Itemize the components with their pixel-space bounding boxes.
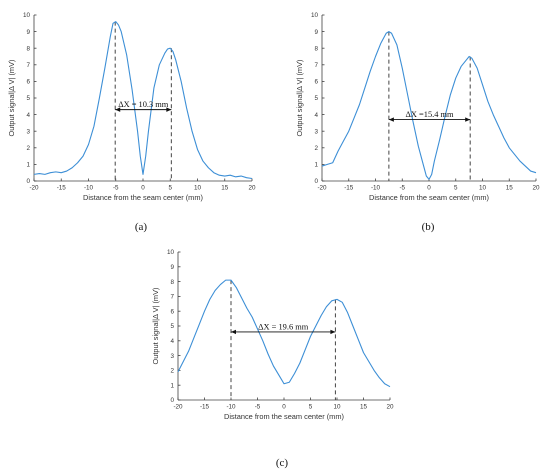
panel-label: (b) bbox=[422, 221, 435, 233]
y-tick-label: 3 bbox=[170, 353, 174, 360]
y-tick-label: 7 bbox=[26, 62, 30, 69]
series-line bbox=[33, 21, 253, 180]
y-tick-label: 10 bbox=[167, 249, 175, 256]
chart-panel-3: -20 -15 -10 -5 0 5 10 15 20012345678910Distance … bbox=[151, 249, 394, 469]
y-tick-label: 2 bbox=[314, 145, 318, 152]
panel-label: (a) bbox=[135, 221, 148, 233]
y-tick-label: 8 bbox=[26, 45, 30, 52]
x-tick-label: -15 bbox=[57, 185, 67, 192]
x-tick-label: 15 bbox=[360, 404, 368, 411]
delta-x-annotation: ΔX =15.4 mm bbox=[406, 110, 455, 119]
y-axis-label: Output signal|Δ V| (mV) bbox=[295, 60, 304, 137]
series-line bbox=[321, 31, 537, 180]
y-tick-label: 5 bbox=[170, 323, 174, 330]
x-tick-label: -20 bbox=[29, 185, 39, 192]
delta-x-annotation: ΔX = 10.3 mm bbox=[118, 100, 169, 109]
y-tick-label: 10 bbox=[311, 12, 319, 19]
chart-panel-2: -20 -15 -10 -5 0 5 10 15 20012345678910Distance … bbox=[295, 12, 540, 233]
arrowhead-left bbox=[231, 329, 236, 335]
x-tick-label: -10 bbox=[84, 185, 94, 192]
arrowhead-left bbox=[115, 107, 121, 112]
y-tick-label: 7 bbox=[170, 294, 174, 301]
y-tick-label: 6 bbox=[26, 79, 30, 86]
y-tick-label: 8 bbox=[314, 45, 318, 52]
x-tick-label: 10 bbox=[479, 185, 487, 192]
x-tick-label: -15 bbox=[200, 404, 210, 411]
y-tick-label: 0 bbox=[26, 178, 30, 185]
arrowhead-right bbox=[465, 117, 471, 122]
chart-panel-1: -20 -15 -10 -5 0 5 10 15 20012345678910Distance … bbox=[7, 12, 256, 233]
y-tick-label: 1 bbox=[170, 382, 174, 389]
y-tick-label: 7 bbox=[314, 62, 318, 69]
x-tick-label: 20 bbox=[386, 404, 394, 411]
x-tick-label: -20 bbox=[173, 404, 183, 411]
y-tick-label: 6 bbox=[314, 79, 318, 86]
x-tick-label: 5 bbox=[309, 404, 313, 411]
arrowhead-left bbox=[388, 117, 394, 122]
x-tick-label: -15 bbox=[344, 185, 354, 192]
x-tick-label: 0 bbox=[141, 185, 145, 192]
y-axis-label: Output signal|Δ V| (mV) bbox=[7, 60, 16, 137]
x-tick-label: 5 bbox=[454, 185, 458, 192]
x-tick-label: -5 bbox=[255, 404, 261, 411]
delta-x-annotation: ΔX = 19.6 mm bbox=[258, 322, 309, 331]
arrowhead-right bbox=[166, 107, 172, 112]
y-tick-label: 4 bbox=[170, 338, 174, 345]
y-tick-label: 5 bbox=[314, 95, 318, 102]
x-axis-label: Distance from the seam center (mm) bbox=[83, 193, 203, 202]
y-tick-label: 10 bbox=[23, 12, 31, 19]
x-tick-label: -10 bbox=[226, 404, 236, 411]
x-tick-label: 5 bbox=[168, 185, 172, 192]
y-tick-label: 0 bbox=[170, 397, 174, 404]
y-tick-label: 9 bbox=[26, 29, 30, 36]
arrowhead-right bbox=[330, 329, 336, 335]
y-tick-label: 4 bbox=[314, 112, 318, 119]
y-tick-label: 1 bbox=[26, 162, 30, 169]
x-tick-label: 10 bbox=[333, 404, 341, 411]
y-tick-label: 1 bbox=[314, 162, 318, 169]
x-axis-label: Distance from the seam center (mm) bbox=[224, 412, 344, 421]
y-tick-label: 8 bbox=[170, 279, 174, 286]
series-line bbox=[177, 279, 391, 388]
y-tick-label: 9 bbox=[170, 264, 174, 271]
x-tick-label: -10 bbox=[371, 185, 381, 192]
y-tick-label: 3 bbox=[26, 128, 30, 135]
x-tick-label: 0 bbox=[282, 404, 286, 411]
x-tick-label: -20 bbox=[317, 185, 327, 192]
y-tick-label: 4 bbox=[26, 112, 30, 119]
y-tick-label: 6 bbox=[170, 308, 174, 315]
x-tick-label: -5 bbox=[113, 185, 119, 192]
y-tick-label: 9 bbox=[314, 29, 318, 36]
x-tick-label: 20 bbox=[532, 185, 540, 192]
x-tick-label: -5 bbox=[399, 185, 405, 192]
y-tick-label: 5 bbox=[26, 95, 30, 102]
x-axis-label: Distance from the seam center (mm) bbox=[369, 193, 489, 202]
y-tick-label: 0 bbox=[314, 178, 318, 185]
y-axis-label: Output signal|Δ V| (mV) bbox=[151, 288, 160, 365]
y-tick-label: 3 bbox=[314, 128, 318, 135]
x-tick-label: 15 bbox=[506, 185, 514, 192]
x-tick-label: 20 bbox=[248, 185, 256, 192]
x-tick-label: 10 bbox=[194, 185, 202, 192]
y-tick-label: 2 bbox=[26, 145, 30, 152]
panel-label: (c) bbox=[276, 457, 289, 469]
y-tick-label: 2 bbox=[170, 368, 174, 375]
x-tick-label: 0 bbox=[427, 185, 431, 192]
x-tick-label: 15 bbox=[221, 185, 229, 192]
